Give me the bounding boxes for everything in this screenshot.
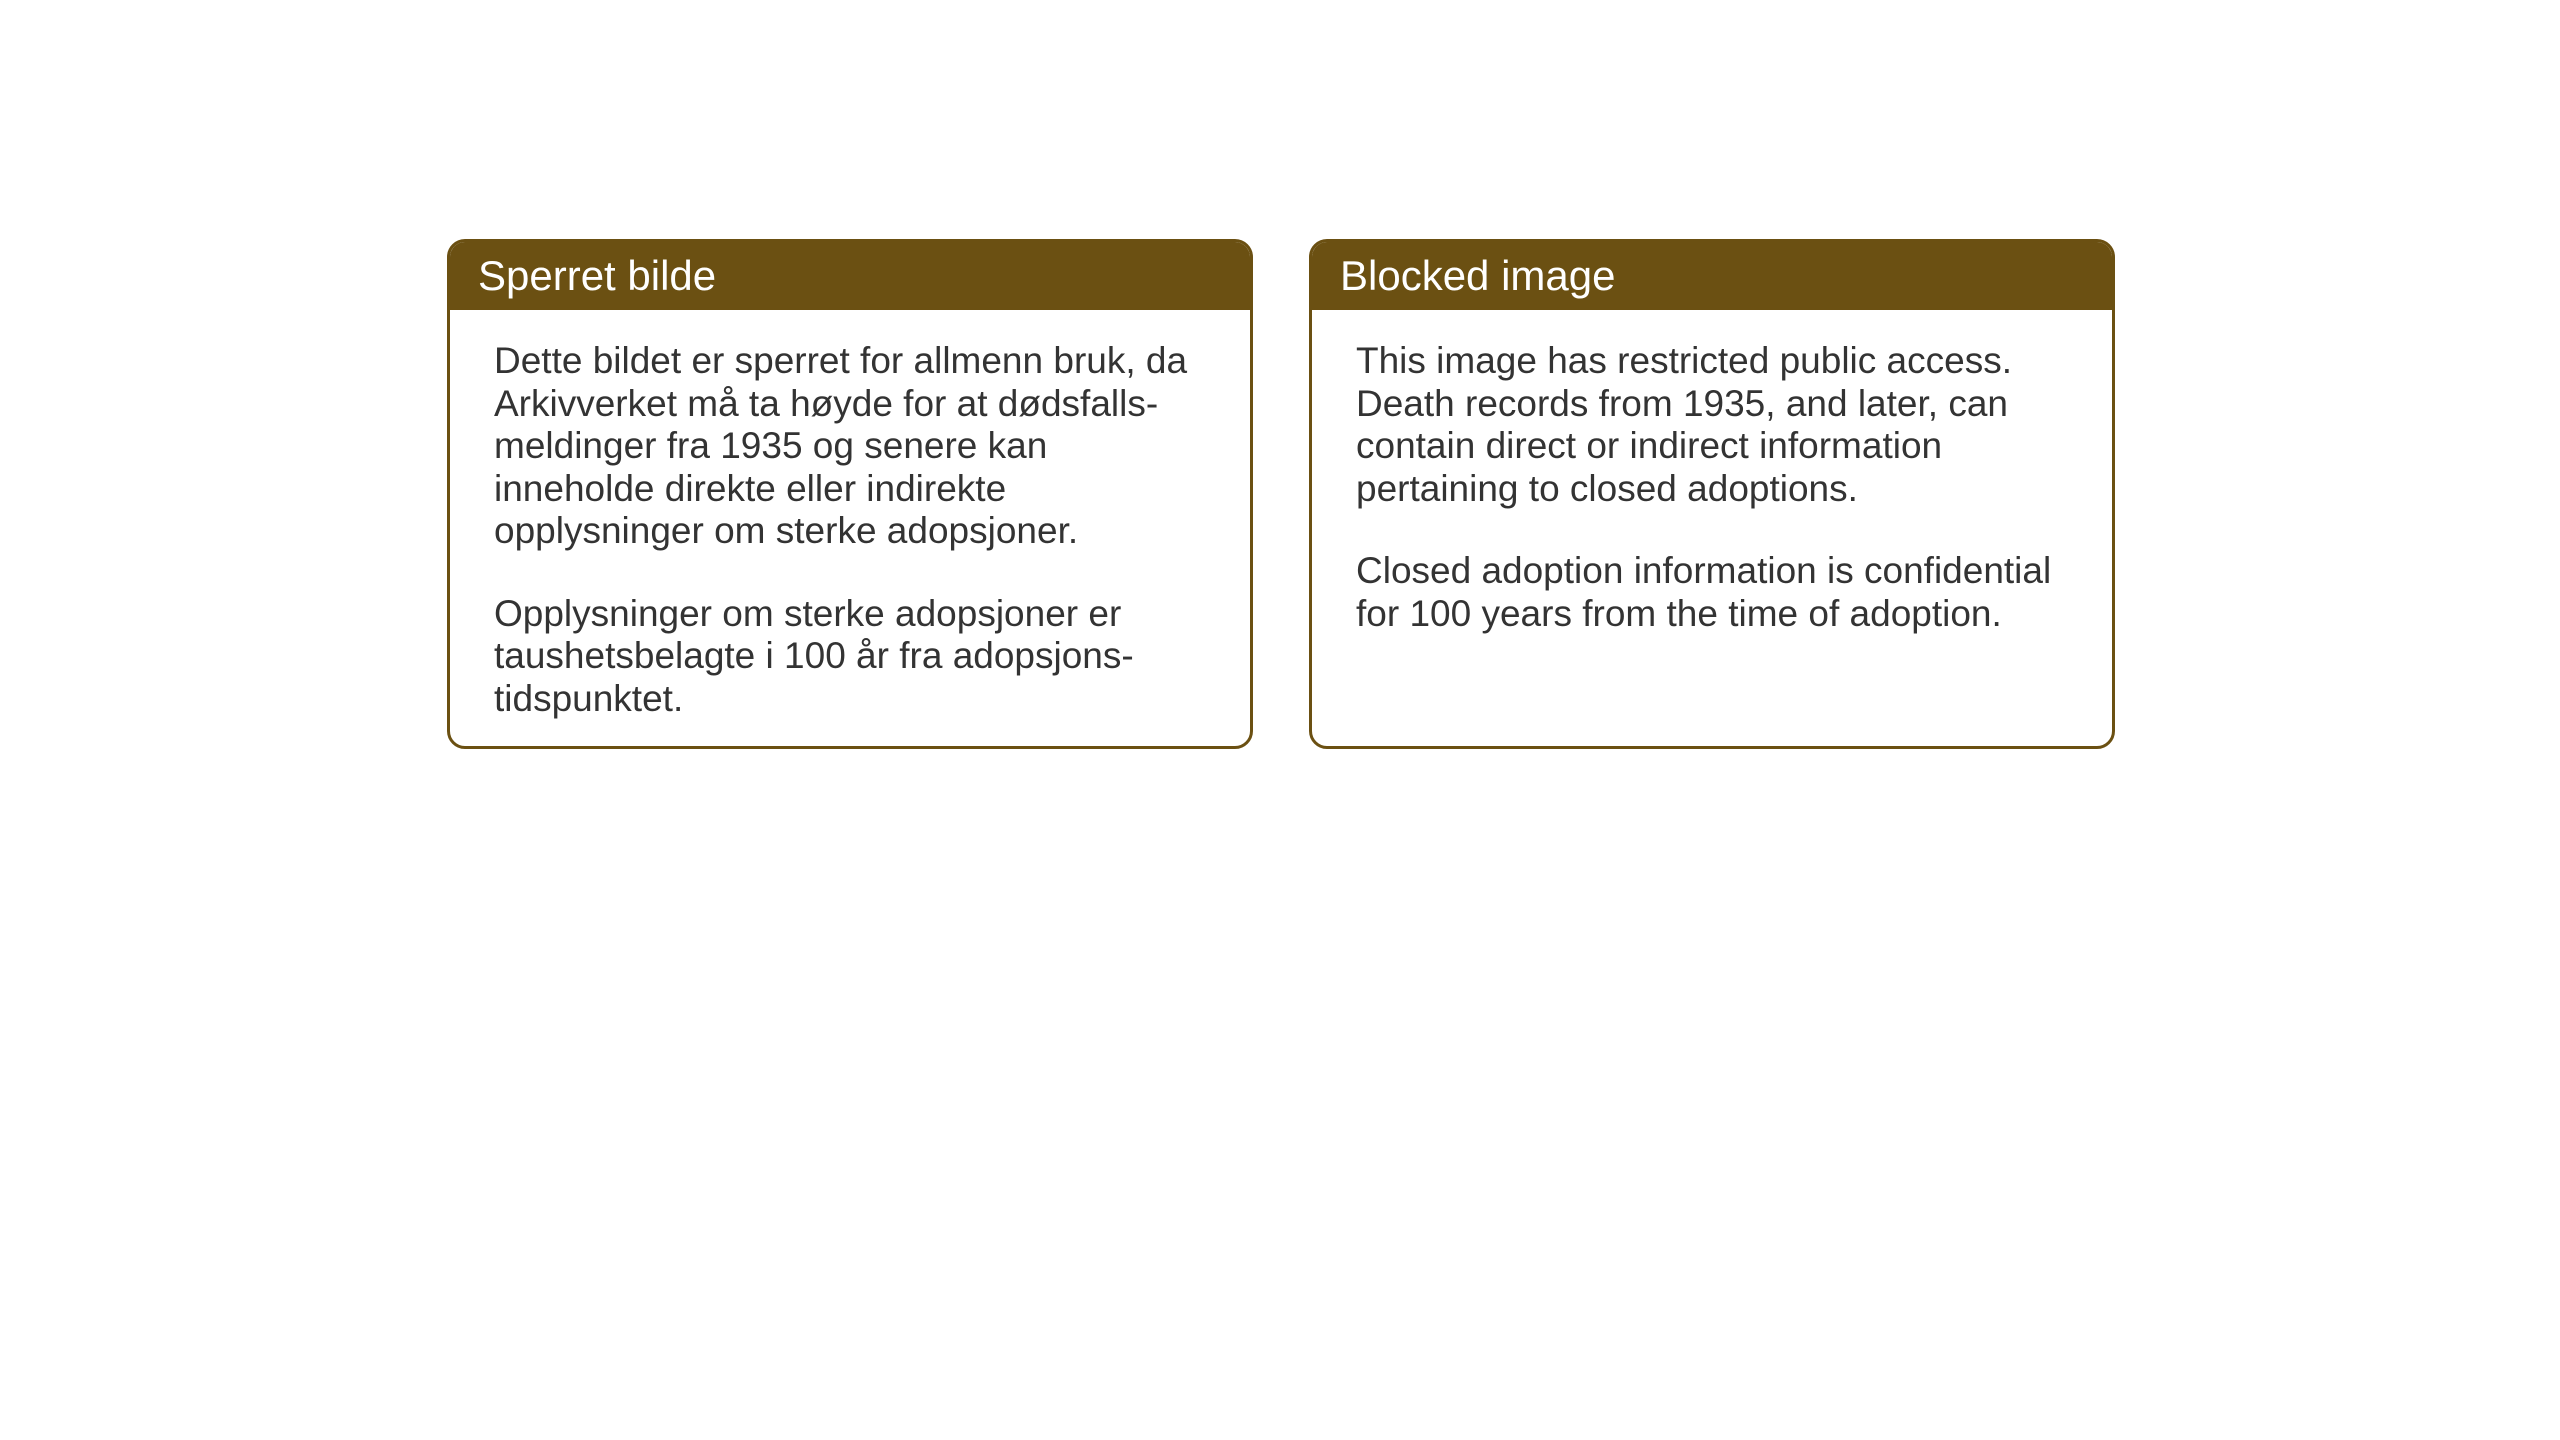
english-card-title: Blocked image xyxy=(1340,252,1615,299)
norwegian-card-body: Dette bildet er sperret for allmenn bruk… xyxy=(450,310,1250,749)
norwegian-card: Sperret bilde Dette bildet er sperret fo… xyxy=(447,239,1253,749)
english-paragraph-2: Closed adoption information is confident… xyxy=(1356,550,2068,635)
english-card: Blocked image This image has restricted … xyxy=(1309,239,2115,749)
norwegian-card-title: Sperret bilde xyxy=(478,252,716,299)
english-card-header: Blocked image xyxy=(1312,242,2112,310)
cards-container: Sperret bilde Dette bildet er sperret fo… xyxy=(447,239,2115,749)
norwegian-paragraph-2: Opplysninger om sterke adopsjoner er tau… xyxy=(494,593,1206,721)
english-paragraph-1: This image has restricted public access.… xyxy=(1356,340,2068,510)
norwegian-card-header: Sperret bilde xyxy=(450,242,1250,310)
norwegian-paragraph-1: Dette bildet er sperret for allmenn bruk… xyxy=(494,340,1206,553)
english-card-body: This image has restricted public access.… xyxy=(1312,310,2112,665)
